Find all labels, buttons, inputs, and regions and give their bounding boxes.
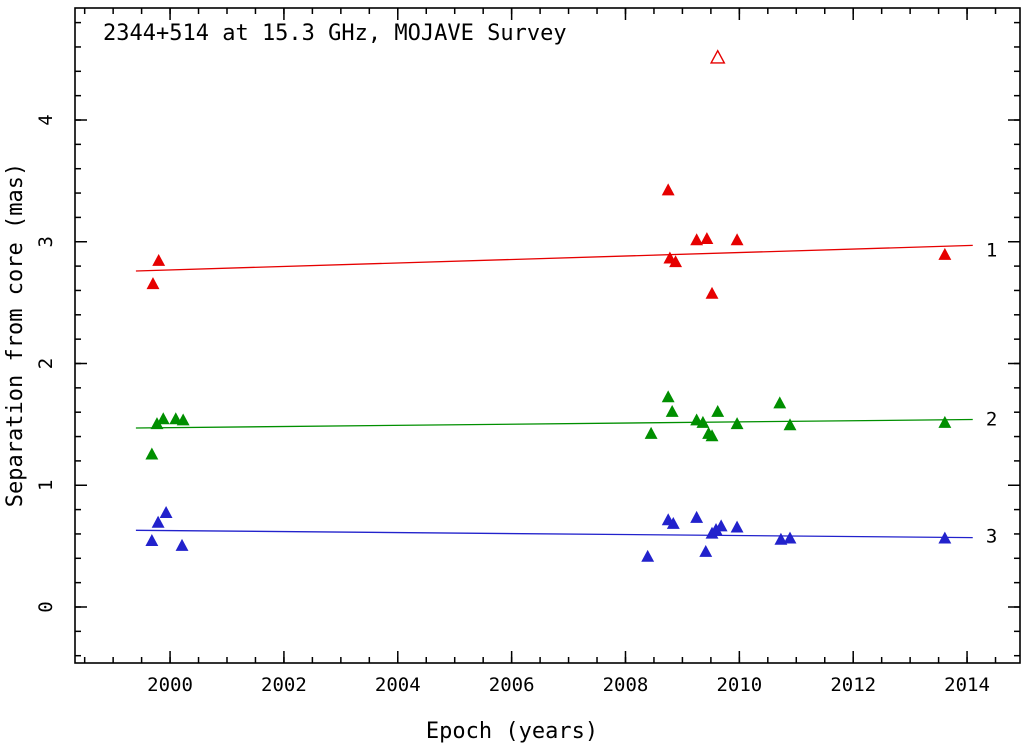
x-tick-label: 2004 <box>375 674 421 696</box>
data-point-triangle <box>696 415 710 428</box>
data-point-triangle <box>146 277 160 290</box>
series-3: 3 <box>135 505 997 562</box>
data-point-triangle <box>938 531 952 544</box>
y-tick-label: 3 <box>35 236 57 247</box>
fit-line-3 <box>135 529 973 539</box>
data-point-triangle <box>730 233 744 246</box>
data-point-triangle <box>699 544 713 557</box>
x-tick-label: 2006 <box>489 674 535 696</box>
y-tick-label: 1 <box>35 480 57 491</box>
y-tick-labels: 0 1 2 3 4 <box>35 114 57 612</box>
data-point-triangle <box>152 253 166 266</box>
data-point-triangle <box>665 404 679 417</box>
y-axis-label: Separation from core (mas) <box>3 163 28 507</box>
data-point-triangle <box>690 413 704 426</box>
data-point-triangle <box>641 549 655 562</box>
data-point-triangle <box>705 286 719 299</box>
axis-ticks <box>75 8 1020 663</box>
data-point-triangle <box>705 429 719 442</box>
data-point-triangle <box>159 505 173 518</box>
data-point-triangle <box>690 233 704 246</box>
data-point-open-triangle <box>709 49 726 64</box>
data-point-triangle <box>169 412 183 425</box>
x-tick-label: 2012 <box>830 674 876 696</box>
data-point-triangle <box>661 183 675 196</box>
x-tick-label: 2010 <box>716 674 762 696</box>
data-point-triangle <box>700 232 714 245</box>
x-tick-label: 2014 <box>944 674 990 696</box>
y-tick-label: 0 <box>35 601 57 612</box>
y-tick-label: 4 <box>35 114 57 125</box>
data-point-triangle <box>783 531 797 544</box>
data-point-triangle <box>690 510 704 523</box>
plot-frame <box>74 7 1021 664</box>
data-point-triangle <box>774 532 788 545</box>
series-2: 2 <box>135 390 997 460</box>
chart-title: 2344+514 at 15.3 GHz, MOJAVE Survey <box>103 21 567 46</box>
data-point-triangle <box>661 390 675 403</box>
x-axis-label: Epoch (years) <box>426 719 598 744</box>
data-point-triangle <box>145 447 159 460</box>
x-tick-label: 2008 <box>603 674 649 696</box>
data-point-triangle <box>714 519 728 532</box>
data-point-triangle <box>145 533 159 546</box>
x-tick-labels: 2000 2002 2004 2006 2008 2010 2012 2014 <box>147 674 990 696</box>
data-point-triangle <box>156 412 170 425</box>
series-label-1: 1 <box>986 239 997 261</box>
series-label-3: 3 <box>986 525 997 547</box>
data-point-triangle <box>644 426 658 439</box>
fit-line-2 <box>135 418 973 429</box>
data-point-triangle <box>783 418 797 431</box>
x-tick-label: 2000 <box>147 674 193 696</box>
fit-line-1 <box>135 244 973 272</box>
data-point-triangle <box>663 251 677 264</box>
series-label-2: 2 <box>986 409 997 431</box>
series-1: 1 <box>135 49 997 299</box>
data-point-triangle <box>773 396 787 409</box>
data-point-triangle <box>730 417 744 430</box>
data-point-triangle <box>938 415 952 428</box>
data-point-triangle <box>151 515 165 528</box>
data-point-triangle <box>176 413 190 426</box>
data-point-triangle <box>669 255 683 268</box>
y-tick-label: 2 <box>35 358 57 369</box>
x-tick-label: 2002 <box>261 674 307 696</box>
data-point-triangle <box>175 538 189 551</box>
data-point-triangle <box>666 516 680 529</box>
data-point-triangle <box>730 520 744 533</box>
data-point-triangle <box>938 247 952 260</box>
data-point-triangle <box>711 404 725 417</box>
